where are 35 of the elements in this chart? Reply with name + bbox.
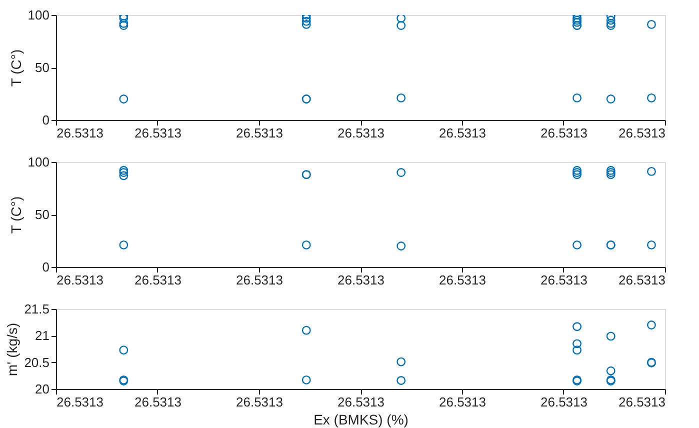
x-tick-label: 26.5313: [338, 272, 384, 288]
x-tick-label: 26.5313: [134, 394, 182, 410]
x-tick-label: 26.5313: [338, 126, 384, 140]
y-tick-label: 100: [28, 154, 50, 170]
y-tick-label: 20: [35, 382, 50, 396]
y-tick-label: 0: [42, 112, 50, 128]
y-axis-title: T (C°): [8, 196, 24, 234]
y-axis-title: T (C°): [8, 49, 24, 87]
x-tick-label: 26.5313: [618, 272, 666, 288]
x-tick-label: 26.5313: [540, 394, 588, 410]
x-tick-label: 26.5313: [236, 272, 283, 288]
y-tick-label: 21: [35, 328, 50, 344]
x-tick-label: 26.5313: [540, 272, 588, 288]
x-tick-label: 26.5313: [236, 126, 283, 140]
x-tick-label: 26.5313: [540, 126, 588, 140]
y-tick-label: 50: [35, 207, 50, 222]
x-tick-label: 26.5313: [439, 126, 486, 140]
x-tick-label: 26.5313: [56, 394, 104, 410]
x-tick-label: 26.5313: [439, 394, 486, 410]
x-tick-label: 26.5313: [56, 272, 104, 288]
y-tick-label: 20.5: [24, 354, 50, 370]
x-tick-label: 26.5313: [236, 394, 283, 410]
y-axis-title: m' (kg/s): [4, 322, 20, 376]
x-axis-title: Ex (BMKS) (%): [314, 412, 408, 428]
y-tick-label: 100: [28, 8, 50, 22]
x-tick-label: 26.5313: [56, 126, 104, 140]
y-tick-label: 0: [42, 260, 50, 274]
x-tick-label: 26.5313: [134, 272, 182, 288]
x-tick-label: 26.5313: [439, 272, 486, 288]
y-tick-label: 21.5: [24, 302, 50, 316]
x-tick-label: 26.5313: [134, 126, 182, 140]
y-tick-label: 50: [35, 60, 50, 75]
x-tick-label: 26.5313: [338, 394, 384, 410]
x-tick-label: 26.5313: [618, 126, 666, 140]
x-tick-label: 26.5313: [618, 394, 666, 410]
